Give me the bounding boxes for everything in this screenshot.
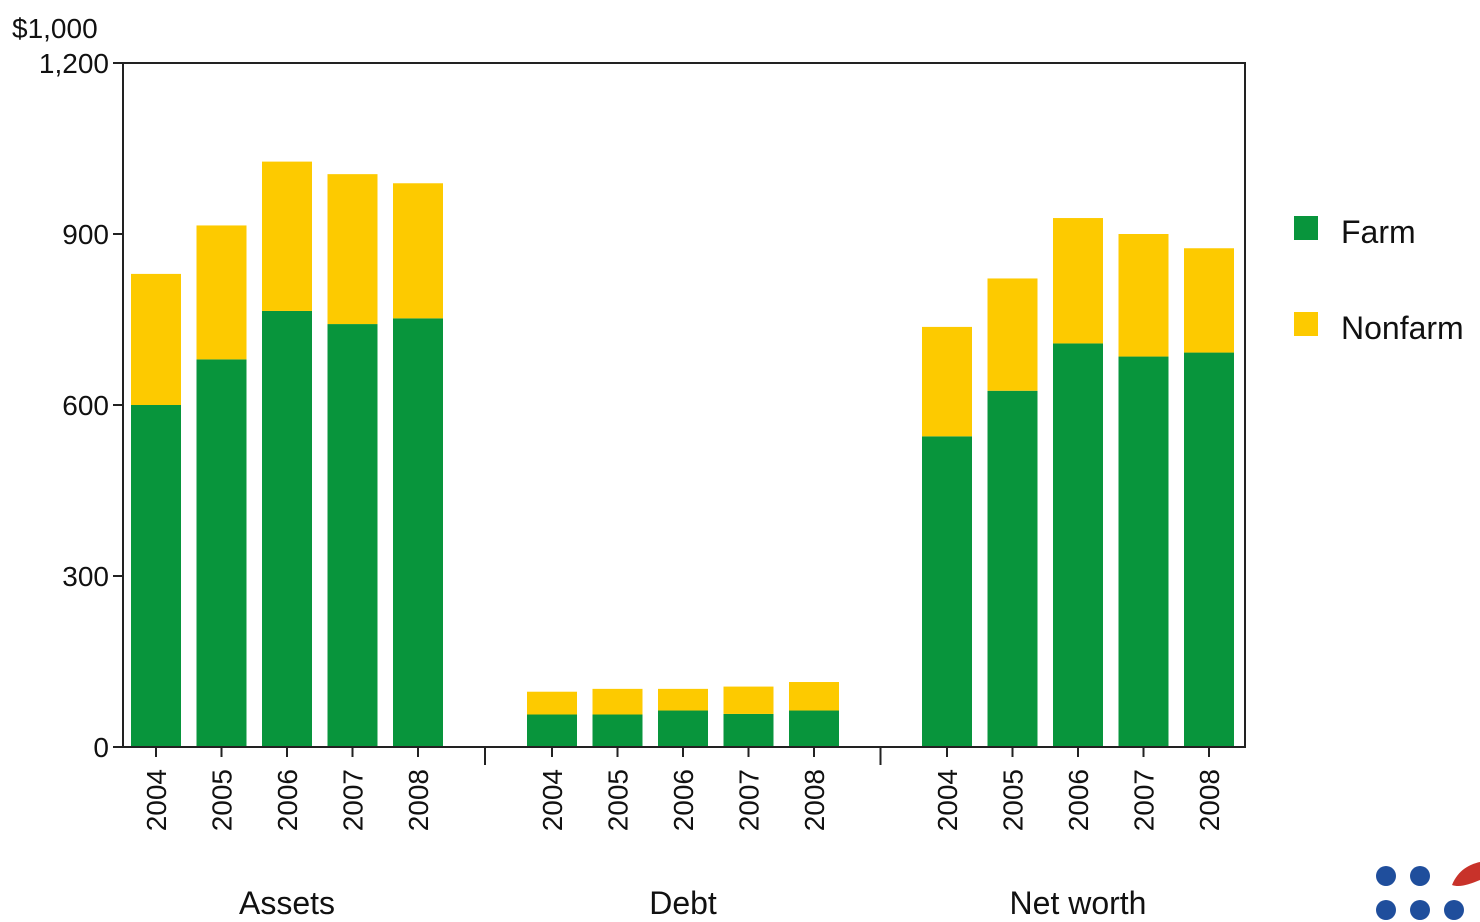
bar-assets-2008-farm	[393, 318, 443, 747]
logo-dots	[1376, 862, 1480, 920]
bar-assets-2006-farm	[262, 310, 312, 747]
legend-swatch-nonfarm	[1294, 312, 1318, 336]
x-tick-label: 2007	[338, 769, 369, 831]
y-axis-ticks: 0 300 600 900 1,200	[39, 48, 123, 763]
x-tick-label: 2004	[932, 769, 963, 831]
bar-assets-2008-nonfarm	[393, 183, 443, 319]
bar-net-worth-2008-farm	[1184, 352, 1234, 747]
bar-assets-2007-nonfarm	[327, 174, 378, 325]
x-tick-label: 2008	[403, 769, 434, 831]
group-label: Net worth	[1010, 885, 1147, 921]
y-unit-label: $1,000	[12, 13, 98, 44]
bar-assets-2004-nonfarm	[131, 273, 181, 405]
bar-net-worth-2007-farm	[1118, 356, 1169, 747]
x-axis-ticks: 2004 2005 2006 2007 2008 2004 2005 2006 2007 2008…	[141, 747, 1225, 831]
bars-layer	[131, 161, 1234, 747]
bar-net-worth-2005-nonfarm	[987, 278, 1038, 391]
bar-assets-2006-nonfarm	[262, 161, 312, 311]
bar-debt-2008-farm	[789, 710, 839, 747]
bar-net-worth-2005-farm	[987, 390, 1038, 747]
bar-debt-2007-farm	[723, 713, 774, 747]
group-labels: Assets Debt Net worth	[239, 885, 1146, 921]
y-tick-label: 300	[62, 561, 109, 592]
bar-debt-2008-nonfarm	[789, 682, 839, 711]
bar-debt-2004-farm	[527, 714, 577, 747]
x-tick-label: 2006	[272, 769, 303, 831]
bar-debt-2004-nonfarm	[527, 691, 577, 715]
bar-net-worth-2006-farm	[1053, 343, 1103, 747]
x-tick-label: 2008	[799, 769, 830, 831]
x-tick-label: 2004	[141, 769, 172, 831]
bar-net-worth-2008-nonfarm	[1184, 248, 1234, 353]
x-tick-label: 2007	[1129, 769, 1160, 831]
legend-label: Nonfarm	[1341, 310, 1464, 346]
x-tick-label: 2008	[1194, 769, 1225, 831]
group-label: Debt	[649, 885, 717, 921]
bar-net-worth-2007-nonfarm	[1118, 234, 1169, 357]
bar-net-worth-2004-farm	[922, 436, 972, 747]
bar-debt-2005-nonfarm	[592, 688, 643, 715]
y-tick-label: 600	[62, 390, 109, 421]
bar-assets-2004-farm	[131, 405, 181, 747]
bar-assets-2005-farm	[196, 359, 247, 747]
group-label: Assets	[239, 885, 335, 921]
legend-label: Farm	[1341, 214, 1416, 250]
bar-debt-2007-nonfarm	[723, 686, 774, 714]
x-tick-label: 2004	[537, 769, 568, 831]
x-tick-label: 2006	[668, 769, 699, 831]
legend: Farm Nonfarm	[1294, 214, 1464, 346]
bar-net-worth-2004-nonfarm	[922, 326, 972, 437]
y-tick-label: 0	[93, 732, 109, 763]
bar-debt-2006-farm	[658, 710, 708, 747]
x-tick-label: 2005	[207, 769, 238, 831]
bar-debt-2006-nonfarm	[658, 688, 708, 711]
legend-swatch-farm	[1294, 216, 1318, 240]
bar-assets-2005-nonfarm	[196, 225, 247, 360]
x-tick-label: 2006	[1063, 769, 1094, 831]
bar-net-worth-2006-nonfarm	[1053, 218, 1103, 344]
y-tick-label: 1,200	[39, 48, 109, 79]
x-tick-label: 2005	[603, 769, 634, 831]
bar-debt-2005-farm	[592, 714, 643, 747]
x-tick-label: 2005	[998, 769, 1029, 831]
y-tick-label: 900	[62, 219, 109, 250]
x-tick-label: 2007	[734, 769, 765, 831]
bar-assets-2007-farm	[327, 324, 378, 747]
